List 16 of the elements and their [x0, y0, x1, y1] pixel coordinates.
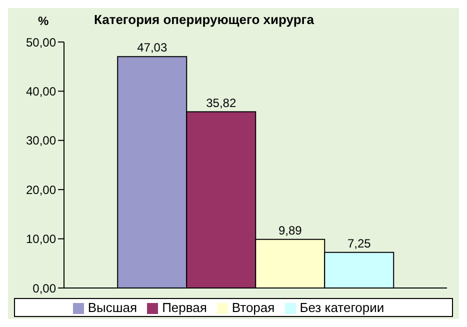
legend-label: Без категории — [300, 300, 384, 315]
legend-label: Высшая — [88, 300, 138, 315]
y-tick-label: 30,00 — [26, 134, 56, 148]
y-tick-label: 50,00 — [26, 35, 56, 50]
y-tick-label: 40,00 — [26, 84, 56, 98]
data-label: 7,25 — [347, 236, 372, 250]
data-label: 35,82 — [206, 96, 236, 110]
y-tick-label: 20,00 — [26, 182, 56, 197]
data-label: 9,89 — [278, 223, 302, 238]
chart-title: Категория оперирующего хирурга — [94, 12, 314, 27]
legend-label: Вторая — [232, 300, 275, 315]
y-axis-title: % — [38, 14, 49, 28]
legend-label: Первая — [162, 300, 207, 315]
y-tick-label: 0,00 — [32, 281, 56, 296]
data-label: 47,03 — [137, 40, 168, 55]
y-tick-label: 10,00 — [26, 232, 56, 246]
